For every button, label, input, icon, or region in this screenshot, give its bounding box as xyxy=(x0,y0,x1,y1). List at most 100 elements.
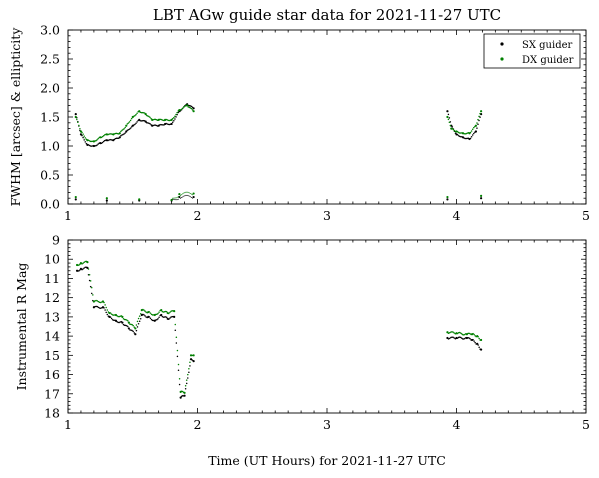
data-point xyxy=(128,128,131,130)
data-point xyxy=(135,122,137,125)
data-point xyxy=(136,121,138,123)
data-point xyxy=(94,300,96,302)
data-point xyxy=(170,118,173,121)
data-point xyxy=(459,332,462,334)
data-point xyxy=(469,131,472,134)
data-point xyxy=(100,136,103,139)
y-axis-label: Instrumental R Mag xyxy=(14,263,29,391)
data-point xyxy=(94,305,96,308)
data-point xyxy=(460,135,462,138)
data-point xyxy=(448,117,451,119)
data-point xyxy=(473,333,475,336)
data-point xyxy=(177,369,180,372)
data-point xyxy=(100,142,103,144)
data-point xyxy=(188,371,190,374)
data-point xyxy=(121,315,124,318)
data-point xyxy=(189,192,191,194)
data-point xyxy=(127,321,130,324)
y-tick-label: 16 xyxy=(44,367,60,382)
data-point xyxy=(453,337,455,339)
data-point xyxy=(133,124,135,126)
data-point xyxy=(77,121,79,123)
data-point xyxy=(148,316,151,318)
data-point xyxy=(185,191,187,193)
data-point xyxy=(186,194,188,196)
data-point xyxy=(125,319,128,321)
data-point xyxy=(183,192,185,194)
data-point xyxy=(79,127,81,130)
data-point xyxy=(171,315,173,318)
data-point xyxy=(165,316,168,318)
data-point xyxy=(102,140,105,143)
data-point xyxy=(133,115,135,118)
data-point xyxy=(174,197,176,199)
data-point xyxy=(189,354,193,357)
data-point xyxy=(74,195,77,199)
data-point xyxy=(134,123,136,126)
data-point xyxy=(160,313,163,317)
x-tick-label: 3 xyxy=(323,417,331,432)
data-point xyxy=(449,124,452,127)
y-tick-label: 12 xyxy=(44,290,60,305)
data-point xyxy=(175,342,178,344)
data-point xyxy=(95,305,97,308)
data-point xyxy=(96,144,98,146)
data-point xyxy=(165,310,168,313)
data-point xyxy=(451,336,453,338)
data-point xyxy=(186,191,188,193)
data-point xyxy=(137,317,140,320)
series-sx-guider-fwhm xyxy=(74,103,483,148)
data-point xyxy=(480,338,483,342)
data-point xyxy=(96,305,99,308)
data-point xyxy=(153,118,156,121)
data-point xyxy=(102,134,105,137)
data-point xyxy=(456,130,459,133)
data-point xyxy=(478,346,480,348)
data-point xyxy=(133,332,136,334)
data-point xyxy=(129,119,132,122)
data-point xyxy=(480,348,483,351)
data-point xyxy=(157,317,159,320)
data-point xyxy=(192,110,195,113)
data-point xyxy=(141,111,144,114)
data-point xyxy=(469,337,471,340)
data-point xyxy=(459,336,462,339)
data-point xyxy=(176,196,178,198)
data-point xyxy=(476,342,479,345)
data-point xyxy=(109,316,112,318)
data-point xyxy=(116,137,119,139)
data-point xyxy=(183,394,186,397)
data-point xyxy=(457,134,460,137)
y-tick-label: 13 xyxy=(44,309,60,324)
data-point xyxy=(127,327,130,330)
data-point xyxy=(468,337,470,339)
x-tick-label: 4 xyxy=(453,208,461,223)
data-point xyxy=(185,194,187,196)
data-point xyxy=(138,315,141,317)
data-point xyxy=(128,121,131,123)
data-point xyxy=(450,331,452,333)
data-point xyxy=(182,196,184,198)
data-point xyxy=(179,194,181,196)
data-point xyxy=(153,124,156,126)
data-point xyxy=(189,365,191,367)
data-point xyxy=(447,113,450,116)
data-point xyxy=(173,120,175,122)
data-point xyxy=(76,118,78,121)
data-point xyxy=(113,138,116,141)
data-point xyxy=(178,193,181,196)
data-point xyxy=(478,119,480,122)
data-point xyxy=(446,198,449,201)
data-point xyxy=(117,315,119,318)
data-point xyxy=(190,107,193,110)
data-point xyxy=(448,337,451,340)
y-tick-label: 17 xyxy=(44,386,60,401)
data-point xyxy=(83,261,85,263)
data-point xyxy=(452,331,454,333)
data-point xyxy=(133,326,136,328)
data-point xyxy=(127,320,129,322)
data-point xyxy=(85,142,88,145)
data-point xyxy=(189,358,193,361)
